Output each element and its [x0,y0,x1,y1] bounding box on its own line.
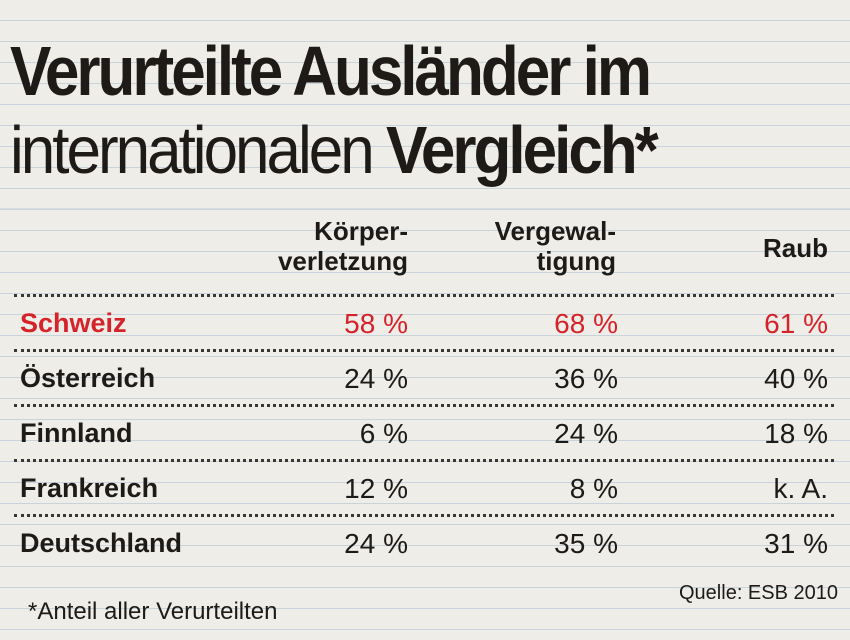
table-row: Schweiz 58 % 68 % 61 % [14,294,834,348]
table-row: Österreich 24 % 36 % 40 % [14,349,834,403]
footnote: *Anteil aller Verurteilten [28,598,278,625]
row-divider [14,459,834,462]
value-vergewaltigung: 8 % [569,473,618,504]
column-header-koerperverletzung: Körper- verletzung [220,216,408,276]
title-line-2-bold: Vergleich* [385,113,659,189]
title-line-2-light: internationalen [10,113,386,189]
column-header-vergewaltigung: Vergewal- tigung [420,216,616,276]
title-line-1: Verurteilte Ausländer im [10,33,652,111]
row-divider [14,349,834,352]
value-vergewaltigung: 36 % [554,363,618,394]
value-vergewaltigung: 24 % [554,418,618,449]
column-header-line: verletzung [277,246,408,276]
value-raub: 31 % [764,528,828,559]
value-raub: 40 % [764,363,828,394]
value-koerperverletzung: 12 % [344,473,408,504]
table-row: Finnland 6 % 24 % 18 % [14,404,834,458]
value-vergewaltigung: 68 % [554,308,618,339]
title-line-2: internationalen Vergleich* [10,117,659,185]
country-name: Österreich [20,363,156,393]
row-divider [14,404,834,407]
country-name: Frankreich [20,473,159,503]
country-name: Schweiz [20,308,127,338]
value-koerperverletzung: 24 % [344,363,408,394]
value-vergewaltigung: 35 % [554,528,618,559]
value-koerperverletzung: 6 % [359,418,408,449]
table-row: Frankreich 12 % 8 % k. A. [14,459,834,513]
table-row: Deutschland 24 % 35 % 31 % [14,514,834,568]
country-name: Deutschland [20,528,183,558]
row-divider [14,294,834,297]
column-header-line: Raub [763,233,828,263]
value-koerperverletzung: 24 % [344,528,408,559]
value-koerperverletzung: 58 % [344,308,408,339]
column-header-raub: Raub [680,233,828,263]
value-raub: 61 % [764,308,828,339]
column-header-line: tigung [536,246,616,276]
paper-fold-line [0,208,850,209]
row-divider [14,514,834,517]
column-header-line: Körper- [314,216,408,246]
value-raub: k. A. [773,473,828,504]
value-raub: 18 % [764,418,828,449]
country-name: Finnland [20,418,133,448]
source-note: Quelle: ESB 2010 [679,582,838,604]
column-header-line: Vergewal- [494,216,616,246]
